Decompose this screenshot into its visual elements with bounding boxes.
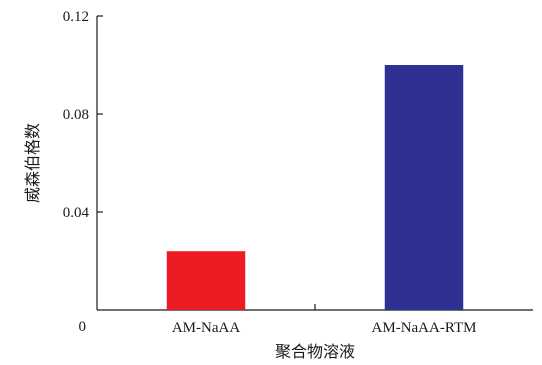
y-tick-label-0: 0 [79, 319, 87, 335]
y-tick-label-2: 0.08 [63, 107, 89, 123]
x-axis-title: 聚合物溶液 [275, 343, 355, 361]
x-ticks: AM-NaAA AM-NaAA-RTM [172, 304, 477, 336]
x-tick-label-1: AM-NaAA-RTM [372, 320, 477, 336]
bars [166, 65, 464, 310]
y-axis-title: 威森伯格数 [24, 123, 42, 203]
y-tick-label-1: 0.04 [63, 205, 90, 221]
y-tick-label-3: 0.12 [63, 9, 89, 25]
y-ticks: 0 0.04 0.08 0.12 [63, 9, 103, 335]
x-tick-label-0: AM-NaAA [172, 320, 240, 336]
bar-0 [166, 251, 246, 310]
bar-1 [384, 65, 464, 310]
